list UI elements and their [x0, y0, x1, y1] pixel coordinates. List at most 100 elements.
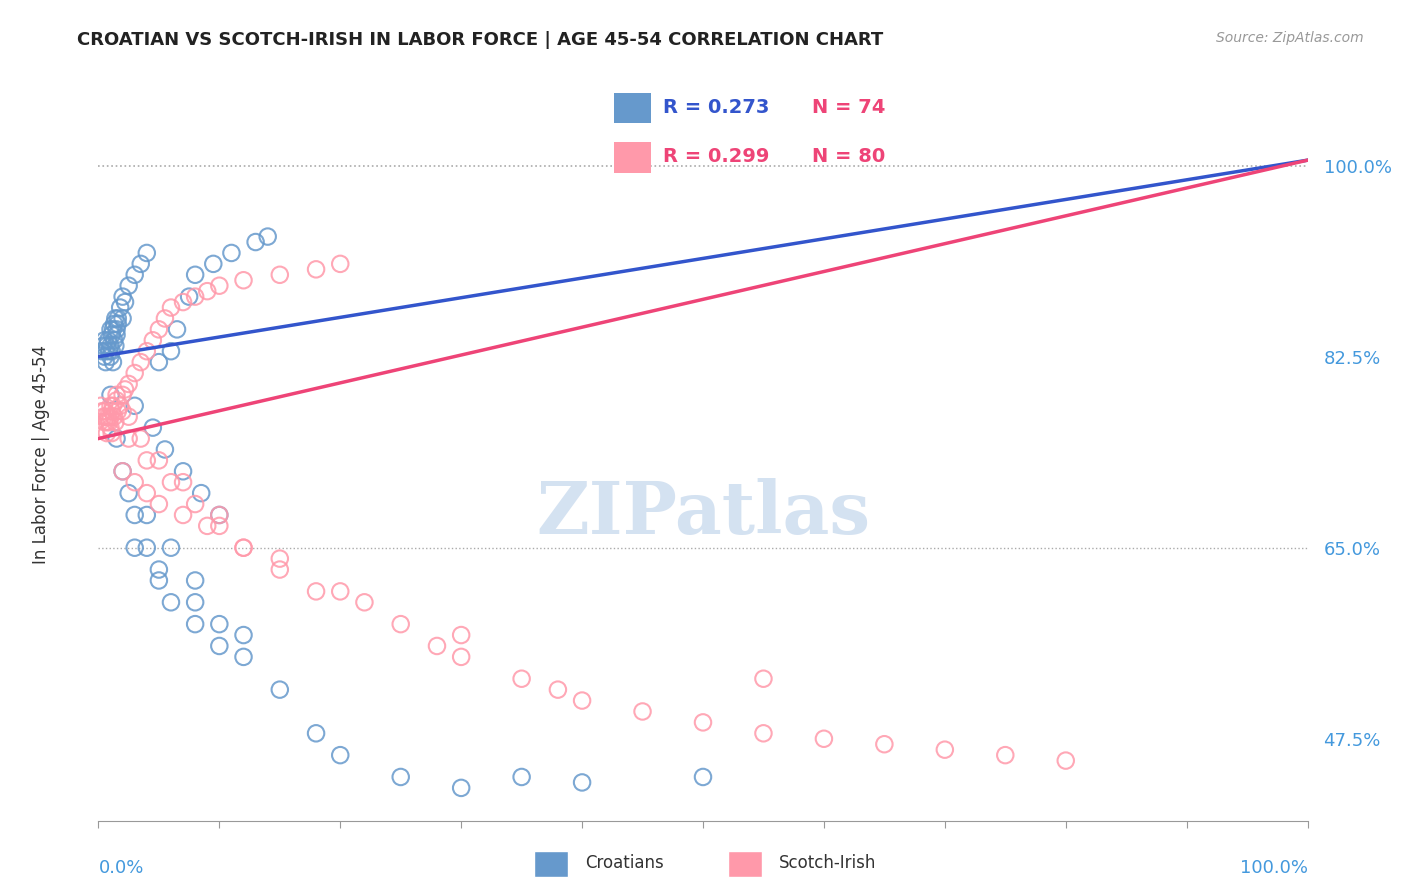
- Point: [111, 388, 134, 402]
- Point: [160, 595, 183, 609]
- Point: [111, 404, 134, 418]
- Point: [329, 257, 352, 271]
- Point: [148, 453, 170, 467]
- Point: [389, 617, 412, 632]
- Point: [103, 333, 125, 347]
- Point: [232, 273, 254, 287]
- Point: [98, 415, 121, 429]
- Point: [118, 409, 141, 424]
- Text: CROATIAN VS SCOTCH-IRISH IN LABOR FORCE | AGE 45-54 CORRELATION CHART: CROATIAN VS SCOTCH-IRISH IN LABOR FORCE …: [77, 31, 883, 49]
- Point: [153, 442, 176, 457]
- FancyBboxPatch shape: [614, 142, 651, 173]
- Point: [93, 333, 115, 347]
- Text: Scotch-Irish: Scotch-Irish: [779, 854, 876, 872]
- Point: [305, 262, 328, 277]
- Point: [184, 617, 207, 632]
- Point: [135, 486, 157, 500]
- Point: [103, 409, 125, 424]
- Point: [93, 350, 115, 364]
- Text: 0.0%: 0.0%: [98, 859, 143, 877]
- Point: [571, 693, 593, 707]
- Point: [195, 519, 218, 533]
- Point: [221, 246, 243, 260]
- Point: [153, 311, 176, 326]
- Point: [631, 705, 654, 719]
- Point: [148, 497, 170, 511]
- Point: [329, 748, 352, 763]
- Point: [269, 682, 291, 697]
- Point: [752, 672, 775, 686]
- Point: [111, 464, 134, 478]
- Point: [160, 475, 183, 490]
- FancyBboxPatch shape: [728, 851, 762, 877]
- Point: [329, 584, 352, 599]
- Point: [124, 268, 146, 282]
- Point: [195, 284, 218, 298]
- Point: [124, 399, 146, 413]
- Point: [172, 508, 194, 522]
- Point: [96, 426, 118, 441]
- Point: [118, 486, 141, 500]
- Point: [190, 486, 212, 500]
- Point: [389, 770, 412, 784]
- Point: [100, 426, 122, 441]
- Point: [450, 780, 472, 795]
- Point: [1054, 754, 1077, 768]
- Point: [114, 383, 136, 397]
- Point: [160, 541, 183, 555]
- Point: [100, 322, 122, 336]
- Point: [813, 731, 835, 746]
- Point: [91, 409, 114, 424]
- Point: [450, 649, 472, 664]
- Point: [208, 519, 231, 533]
- Point: [118, 376, 141, 391]
- Point: [450, 628, 472, 642]
- Point: [98, 344, 121, 359]
- Point: [100, 399, 122, 413]
- Point: [353, 595, 375, 609]
- Point: [100, 350, 122, 364]
- Point: [179, 290, 201, 304]
- Point: [101, 399, 124, 413]
- Text: ZIPatlas: ZIPatlas: [536, 478, 870, 549]
- Text: N = 74: N = 74: [811, 98, 886, 118]
- Point: [135, 453, 157, 467]
- Point: [100, 327, 122, 342]
- Point: [118, 278, 141, 293]
- Point: [93, 415, 115, 429]
- Point: [111, 464, 134, 478]
- Point: [104, 311, 127, 326]
- Text: N = 80: N = 80: [811, 146, 884, 166]
- Point: [90, 399, 112, 413]
- Point: [547, 682, 569, 697]
- Point: [184, 595, 207, 609]
- Point: [873, 737, 896, 751]
- Point: [107, 404, 129, 418]
- Point: [160, 344, 183, 359]
- Point: [269, 268, 291, 282]
- Point: [101, 355, 124, 369]
- Point: [107, 311, 129, 326]
- Point: [934, 742, 956, 756]
- Point: [96, 415, 118, 429]
- Point: [124, 366, 146, 380]
- Point: [105, 322, 128, 336]
- Point: [124, 541, 146, 555]
- Point: [101, 322, 124, 336]
- Text: R = 0.299: R = 0.299: [664, 146, 769, 166]
- Point: [100, 388, 122, 402]
- Point: [994, 748, 1017, 763]
- FancyBboxPatch shape: [534, 851, 568, 877]
- Point: [118, 432, 141, 446]
- Point: [208, 639, 231, 653]
- Point: [108, 399, 131, 413]
- Point: [184, 574, 207, 588]
- Point: [232, 541, 254, 555]
- Point: [160, 301, 183, 315]
- Point: [208, 278, 231, 293]
- Point: [105, 327, 128, 342]
- Point: [100, 409, 122, 424]
- Point: [232, 628, 254, 642]
- Point: [142, 420, 165, 434]
- Point: [692, 715, 714, 730]
